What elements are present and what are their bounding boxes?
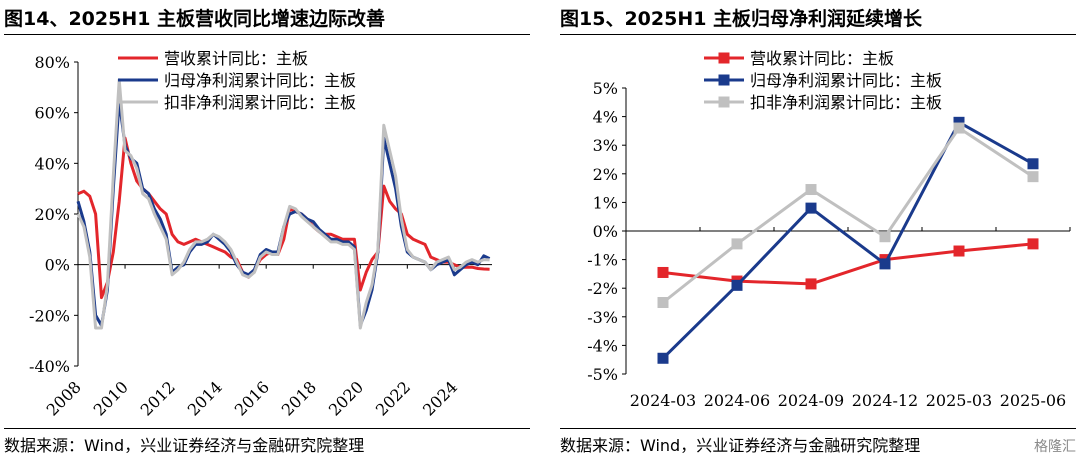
x-category-label: 2024-03 bbox=[630, 391, 696, 410]
left-line-chart: 80%60%40%20%0%-20%-40%2008 2010 2012 2014 20… bbox=[29, 49, 492, 420]
x-tick-label: 2010 bbox=[90, 377, 132, 419]
x-tick-label: 2022 bbox=[372, 377, 414, 419]
legend-label: 营收累计同比：主板 bbox=[750, 49, 894, 68]
series-line bbox=[661, 120, 1034, 360]
y-tick-label: -40% bbox=[29, 357, 70, 376]
series-point-marker bbox=[1027, 171, 1039, 183]
series-line bbox=[76, 78, 490, 330]
series-line bbox=[662, 126, 1034, 304]
series-point-marker bbox=[731, 279, 743, 291]
x-category-label: 2024-12 bbox=[852, 391, 918, 410]
y-tick-label: 5% bbox=[593, 79, 618, 98]
y-tick-label: 40% bbox=[34, 154, 70, 173]
y-tick-label: 20% bbox=[34, 205, 70, 224]
series-line bbox=[76, 98, 491, 327]
y-tick-label: -4% bbox=[587, 336, 618, 355]
right-title-rule bbox=[560, 34, 1076, 35]
series-point-marker bbox=[879, 258, 891, 270]
series-point-marker bbox=[1027, 158, 1039, 170]
y-tick-label: 80% bbox=[34, 53, 70, 72]
series-point-marker bbox=[731, 238, 743, 250]
legend-label: 归母净利润累计同比：主板 bbox=[164, 71, 356, 90]
series-point-marker bbox=[805, 202, 817, 214]
x-tick-label: 2016 bbox=[231, 377, 273, 419]
x-category-label: 2025-06 bbox=[1000, 391, 1066, 410]
x-tick-label: 2008 bbox=[43, 377, 85, 419]
y-tick-label: -2% bbox=[587, 279, 618, 298]
series-line bbox=[662, 242, 1034, 286]
y-tick-label: 0% bbox=[593, 222, 618, 241]
y-tick-label: -5% bbox=[587, 365, 618, 384]
legend-marker bbox=[718, 96, 730, 108]
legend-label: 归母净利润累计同比：主板 bbox=[750, 71, 942, 90]
x-tick-label: 2018 bbox=[278, 377, 320, 419]
series-point-marker bbox=[953, 122, 965, 134]
series-point-marker bbox=[657, 297, 669, 308]
right-chart-title: 图15、2025H1 主板归母净利润延续增长 bbox=[560, 8, 923, 30]
right-line-chart: 5% 4% 3% 2% 1% 0% -1% -2% -3% -4% -5% 2024-03 2024-0… bbox=[587, 49, 1071, 410]
y-tick-label: 2% bbox=[593, 165, 618, 184]
series-point-marker bbox=[879, 231, 891, 243]
legend-label: 扣非净利润累计同比：主板 bbox=[164, 93, 356, 112]
series-point-marker bbox=[953, 245, 965, 257]
left-source-rule bbox=[4, 428, 530, 429]
left-chart-panel: 图14、2025H1 主板营收同比增速边际改善 80% 60% 40% 20% 0% -2… bbox=[4, 8, 530, 455]
x-category-label: 2025-03 bbox=[926, 391, 992, 410]
series-point-marker bbox=[1027, 238, 1039, 250]
legend-marker bbox=[718, 74, 730, 86]
y-tick-label: -20% bbox=[29, 306, 70, 325]
y-tick-label: 3% bbox=[593, 136, 618, 155]
x-tick-label: 2024 bbox=[419, 377, 461, 419]
right-chart-panel: 图15、2025H1 主板归母净利润延续增长 5% 4% 3% 2% 1% 0% -1% -2… bbox=[556, 0, 1080, 463]
y-tick-label: -3% bbox=[587, 308, 618, 327]
x-category-label: 2024-09 bbox=[778, 391, 844, 410]
series-point-marker bbox=[805, 184, 817, 196]
y-tick-label: 0% bbox=[45, 256, 70, 275]
series-point-marker bbox=[953, 116, 965, 128]
legend-label: 营收累计同比：主板 bbox=[164, 49, 308, 68]
series-line bbox=[77, 136, 490, 300]
legend-label: 扣非净利润累计同比：主板 bbox=[750, 93, 942, 112]
left-chart-title: 图14、2025H1 主板营收同比增速边际改善 bbox=[4, 8, 386, 30]
y-tick-label: 4% bbox=[593, 108, 618, 127]
series-point-marker bbox=[805, 278, 817, 290]
y-tick-label: 60% bbox=[34, 104, 70, 123]
x-category-label: 2024-06 bbox=[704, 391, 770, 410]
y-tick-label: -1% bbox=[587, 251, 618, 270]
legend-marker bbox=[718, 52, 730, 64]
x-tick-label: 2020 bbox=[325, 377, 367, 419]
right-source-note: 数据来源：Wind，兴业证券经济与金融研究院整理 bbox=[560, 436, 921, 455]
watermark-logo: 格隆汇 bbox=[1034, 439, 1076, 455]
x-tick-label: 2012 bbox=[137, 377, 179, 419]
left-title-rule bbox=[4, 34, 530, 35]
series-point-marker bbox=[657, 352, 669, 364]
series-point-marker bbox=[657, 266, 669, 278]
y-tick-label: 1% bbox=[593, 193, 618, 212]
right-source-rule bbox=[560, 428, 1076, 429]
left-source-note: 数据来源：Wind，兴业证券经济与金融研究院整理 bbox=[4, 436, 365, 455]
x-tick-label: 2014 bbox=[184, 377, 226, 419]
